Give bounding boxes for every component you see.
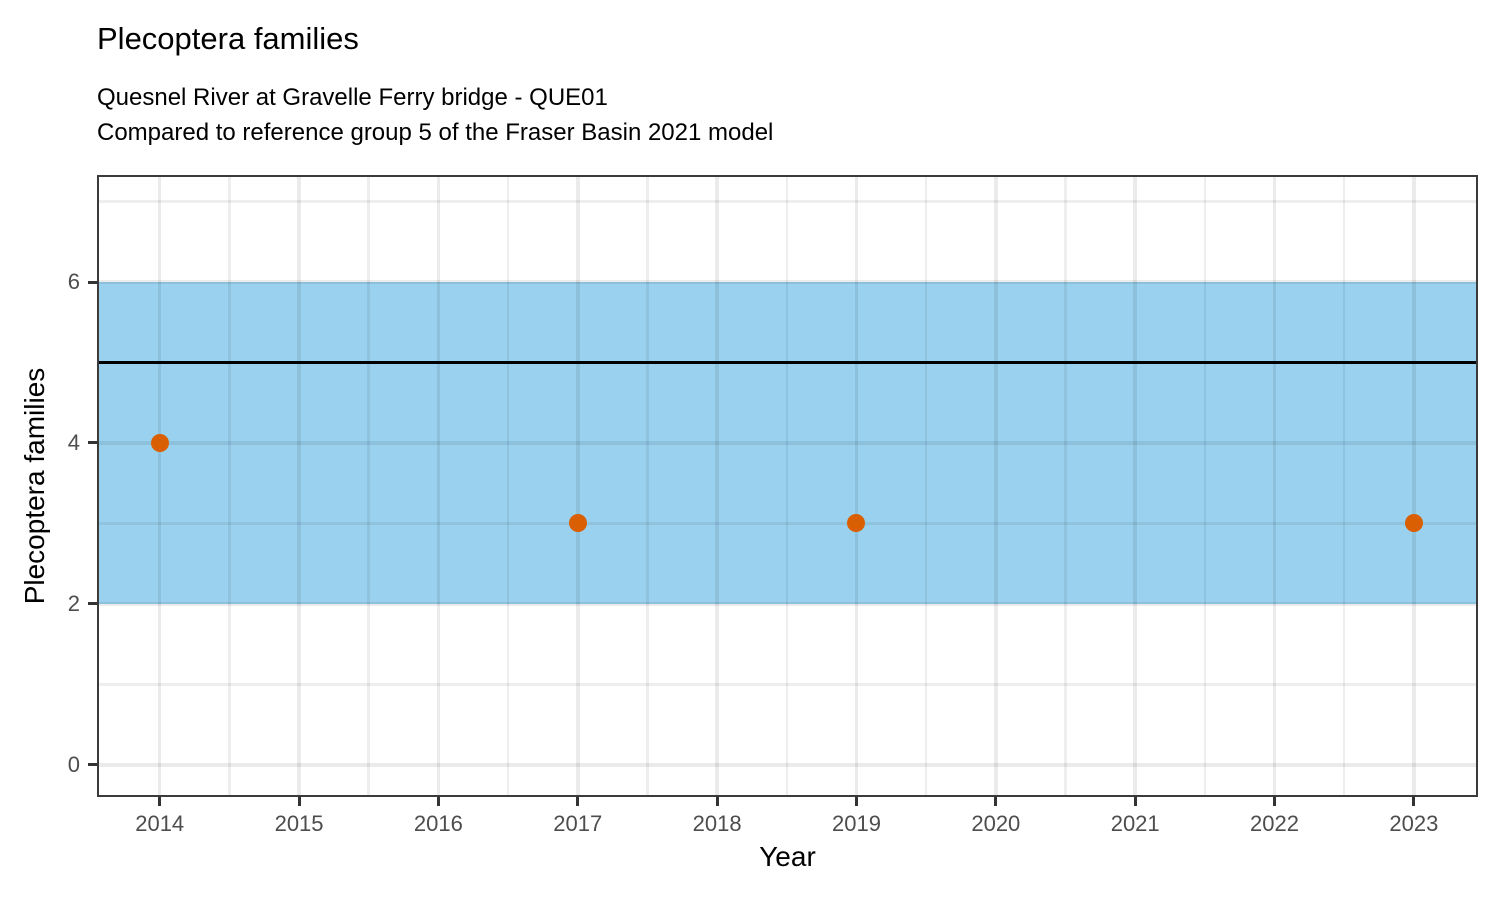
chart-subtitle: Quesnel River at Gravelle Ferry bridge -… — [97, 80, 773, 150]
x-tick-label: 2021 — [1110, 811, 1160, 836]
gridline-x-minor — [646, 175, 649, 797]
x-tick — [297, 797, 301, 806]
x-tick — [715, 797, 719, 806]
y-tick-label: 6 — [67, 269, 80, 295]
gridline-x-minor — [1342, 175, 1346, 797]
gridline-x-minor — [228, 175, 231, 797]
gridline-x-major — [1272, 175, 1277, 797]
reference-line — [97, 360, 1478, 365]
gridline-x-minor — [1203, 175, 1207, 797]
gridline-x-major — [854, 175, 859, 797]
data-point — [150, 433, 169, 452]
y-tick-label: 4 — [67, 429, 80, 455]
x-axis-title: Year — [759, 841, 816, 872]
x-tick — [158, 797, 162, 806]
y-tick-label: 2 — [67, 590, 80, 616]
gridline-x-major — [994, 175, 998, 797]
gridline-x-minor — [367, 175, 370, 797]
gridline-y-major — [97, 280, 1478, 284]
x-tick-label: 2018 — [692, 811, 742, 836]
gridline-x-minor — [506, 175, 510, 797]
gridline-y-minor — [97, 522, 1478, 525]
x-tick — [994, 797, 998, 806]
gridline-x-minor — [785, 175, 789, 797]
data-point — [1404, 514, 1423, 533]
data-point — [568, 514, 587, 533]
gridline-x-major — [1133, 175, 1137, 797]
y-tick-label: 0 — [67, 751, 80, 777]
x-tick-label: 2022 — [1250, 811, 1299, 836]
x-tick-label: 2017 — [553, 811, 603, 836]
gridline-y-minor — [97, 200, 1478, 203]
gridline-x-major — [157, 175, 162, 797]
y-tick — [88, 602, 97, 606]
reference-band — [97, 282, 1478, 604]
x-tick — [436, 797, 440, 806]
x-tick — [1273, 797, 1277, 806]
y-tick — [88, 280, 97, 284]
gridline-x-minor — [1064, 175, 1067, 797]
gridline-y-major — [97, 763, 1478, 767]
gridline-y-major — [97, 602, 1478, 606]
y-tick — [88, 441, 97, 445]
gridline-x-major — [1412, 175, 1416, 797]
x-tick-label: 2016 — [413, 811, 463, 836]
x-tick — [854, 797, 858, 806]
gridline-y-major — [97, 441, 1478, 445]
gridline-y-minor — [97, 683, 1478, 686]
chart-title: Plecoptera families — [97, 21, 359, 56]
plot-panel — [97, 175, 1478, 797]
gridline-x-major — [576, 175, 580, 797]
gridline-x-major — [297, 175, 301, 797]
y-axis-title: Plecoptera families — [19, 367, 50, 605]
x-tick-label: 2019 — [831, 811, 881, 836]
gridline-x-major — [715, 175, 719, 797]
x-tick — [1133, 797, 1137, 806]
x-tick-label: 2020 — [971, 811, 1021, 836]
y-tick — [88, 763, 97, 767]
x-tick-label: 2015 — [274, 811, 324, 836]
x-tick — [576, 797, 580, 806]
subtitle-line-2: Compared to reference group 5 of the Fra… — [97, 119, 774, 146]
gridline-x-minor — [924, 175, 928, 797]
x-tick-label: 2023 — [1389, 811, 1439, 836]
data-point — [847, 514, 866, 533]
subtitle-line-1: Quesnel River at Gravelle Ferry bridge -… — [97, 84, 608, 111]
x-tick — [1412, 797, 1416, 806]
x-tick-label: 2014 — [135, 811, 185, 836]
gridline-x-major — [436, 175, 441, 797]
